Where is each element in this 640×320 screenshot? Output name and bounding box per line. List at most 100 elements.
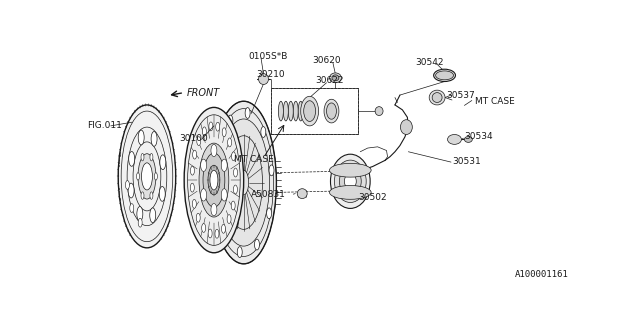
Text: MT CASE: MT CASE (475, 97, 515, 106)
Ellipse shape (301, 96, 319, 126)
Ellipse shape (196, 213, 200, 222)
Ellipse shape (245, 108, 250, 118)
Ellipse shape (434, 69, 456, 82)
Ellipse shape (326, 103, 337, 119)
Ellipse shape (429, 90, 445, 105)
Ellipse shape (211, 101, 276, 264)
Ellipse shape (259, 74, 269, 84)
Ellipse shape (335, 160, 366, 203)
Ellipse shape (221, 159, 227, 172)
Ellipse shape (288, 101, 293, 121)
Text: 30537: 30537 (446, 91, 475, 100)
Ellipse shape (332, 75, 339, 81)
Ellipse shape (237, 247, 242, 258)
Text: 30502: 30502 (359, 193, 387, 202)
Ellipse shape (211, 144, 217, 157)
Ellipse shape (193, 150, 196, 159)
Ellipse shape (330, 154, 370, 208)
Ellipse shape (202, 223, 205, 232)
Text: 0105S*B: 0105S*B (249, 52, 288, 61)
Text: MT CASE: MT CASE (234, 155, 273, 164)
Ellipse shape (234, 168, 237, 177)
Ellipse shape (154, 173, 157, 180)
Ellipse shape (304, 101, 316, 121)
Ellipse shape (160, 155, 166, 170)
Ellipse shape (293, 101, 298, 121)
Ellipse shape (330, 73, 341, 83)
Ellipse shape (298, 101, 303, 121)
Ellipse shape (216, 122, 220, 131)
Text: 30542: 30542 (415, 58, 444, 67)
Text: A100001161: A100001161 (515, 270, 568, 279)
Ellipse shape (216, 146, 221, 157)
Ellipse shape (129, 151, 134, 166)
Ellipse shape (436, 71, 454, 80)
Ellipse shape (227, 215, 231, 223)
Ellipse shape (209, 122, 213, 131)
Ellipse shape (137, 206, 143, 221)
Ellipse shape (150, 192, 153, 199)
Text: 30531: 30531 (452, 157, 481, 166)
Ellipse shape (141, 154, 144, 161)
Ellipse shape (130, 204, 134, 212)
Ellipse shape (221, 228, 227, 238)
Ellipse shape (191, 166, 195, 175)
Ellipse shape (211, 204, 217, 216)
Text: 30534: 30534 (465, 132, 493, 141)
Ellipse shape (401, 120, 412, 134)
Ellipse shape (228, 138, 232, 147)
Ellipse shape (150, 154, 153, 161)
Ellipse shape (138, 218, 142, 227)
Ellipse shape (267, 208, 271, 219)
Ellipse shape (218, 119, 269, 246)
Ellipse shape (222, 128, 226, 137)
Ellipse shape (138, 130, 144, 145)
Ellipse shape (297, 189, 307, 198)
Ellipse shape (190, 183, 195, 192)
Ellipse shape (208, 229, 212, 238)
Ellipse shape (200, 159, 207, 172)
Ellipse shape (203, 153, 225, 207)
Ellipse shape (125, 180, 129, 189)
Ellipse shape (232, 152, 236, 161)
Ellipse shape (184, 108, 244, 253)
Ellipse shape (324, 99, 339, 123)
Ellipse shape (141, 163, 152, 190)
Ellipse shape (330, 163, 371, 177)
Text: 30210: 30210 (256, 70, 285, 79)
Text: 30100: 30100 (179, 134, 208, 143)
Ellipse shape (199, 143, 229, 217)
Ellipse shape (284, 101, 289, 121)
Ellipse shape (196, 137, 201, 146)
Ellipse shape (261, 127, 266, 138)
Ellipse shape (213, 189, 218, 200)
Ellipse shape (255, 239, 259, 250)
Bar (271, 88, 358, 134)
Ellipse shape (221, 189, 227, 201)
Ellipse shape (118, 105, 176, 248)
Ellipse shape (193, 199, 196, 208)
Text: FIG.011: FIG.011 (88, 121, 122, 130)
Ellipse shape (375, 107, 383, 116)
Ellipse shape (234, 185, 237, 194)
Ellipse shape (231, 201, 235, 210)
Text: 30622: 30622 (316, 76, 344, 85)
Ellipse shape (150, 208, 156, 223)
Ellipse shape (228, 115, 233, 126)
Text: 30620: 30620 (312, 56, 341, 65)
Ellipse shape (344, 173, 356, 189)
Ellipse shape (151, 132, 157, 146)
Ellipse shape (339, 167, 361, 196)
Text: A50831: A50831 (251, 190, 286, 199)
Ellipse shape (208, 165, 220, 195)
Ellipse shape (210, 170, 218, 190)
Ellipse shape (432, 92, 442, 102)
Bar (271, 88, 358, 134)
Ellipse shape (215, 229, 219, 238)
Ellipse shape (202, 127, 206, 136)
Ellipse shape (278, 101, 284, 121)
Text: FRONT: FRONT (187, 88, 220, 98)
Ellipse shape (447, 134, 461, 144)
Ellipse shape (128, 183, 134, 198)
Ellipse shape (138, 154, 156, 199)
